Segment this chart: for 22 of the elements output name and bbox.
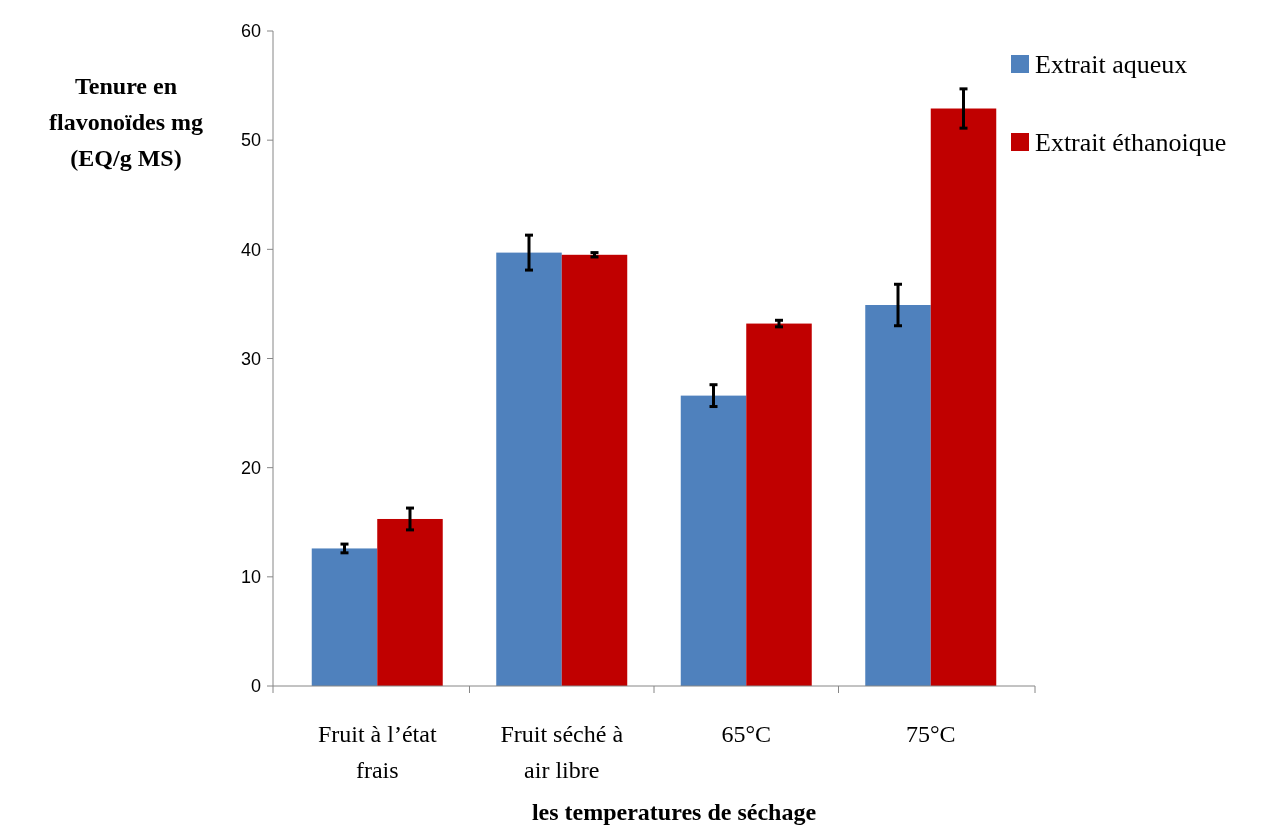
y-tick-label: 20 [240,457,261,478]
bar [865,305,931,686]
legend-label: Extrait aqueux [1035,50,1188,80]
bar [311,548,378,686]
bar [561,254,628,686]
y-tick-label: 10 [240,567,261,588]
bar [377,518,443,686]
x-tick-label: 65°C [721,721,772,747]
y-tick-label: 50 [240,130,261,151]
y-tick-label: 0 [250,676,261,697]
x-axis-title: les temperatures de séchage [531,799,817,825]
x-tick-label: 75°C [905,721,956,747]
bar [680,395,747,686]
y-tick-label: 60 [240,21,261,42]
bar [746,323,812,686]
y-axis-title: Tenure en flavonoïdes mg (EQ/g MS) [48,73,204,171]
y-tick-label: 40 [240,239,261,260]
bar [496,252,562,686]
y-tick-label: 30 [240,348,261,369]
bar [930,108,997,686]
x-tick-label: Fruit à l’état frais [317,721,437,783]
legend-label: Extrait éthanoique [1035,128,1227,158]
